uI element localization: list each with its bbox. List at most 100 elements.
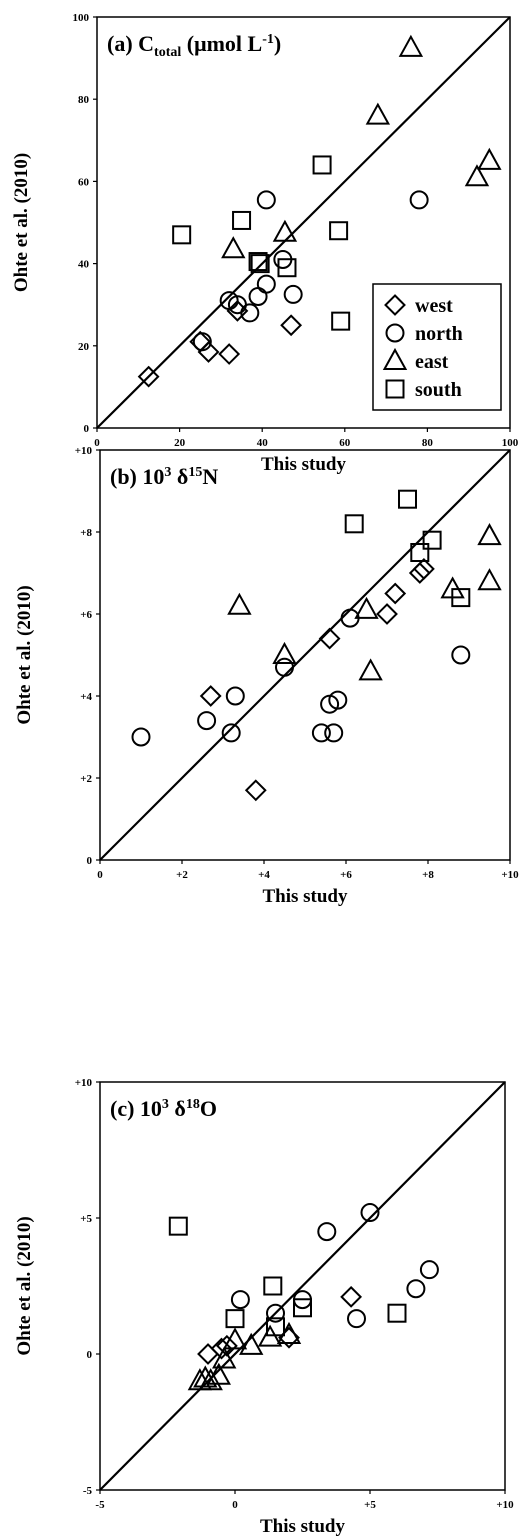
legend-marker-west bbox=[384, 294, 406, 316]
point-east bbox=[477, 568, 502, 591]
panel-3: -5 0 +5 +10 -5 0 +5 +10 This study Ohte et al. (2… bbox=[14, 1077, 514, 1537]
point-west bbox=[408, 562, 431, 584]
point-south bbox=[293, 1298, 312, 1318]
legend-marker-east bbox=[382, 347, 408, 370]
y-tick-label: 0 bbox=[84, 423, 90, 435]
x-tick-label: 0 bbox=[94, 437, 100, 449]
point-south bbox=[422, 530, 442, 550]
point-east bbox=[398, 34, 424, 57]
y-tick-label: 0 bbox=[87, 855, 93, 867]
point-north bbox=[451, 645, 471, 665]
point-west bbox=[210, 1337, 233, 1360]
y-tick-label: 80 bbox=[78, 94, 90, 106]
point-west bbox=[137, 365, 160, 388]
point-south bbox=[263, 1276, 283, 1296]
y-tick-label: +2 bbox=[80, 773, 92, 785]
x-tick-label: +4 bbox=[258, 869, 270, 881]
x-tick-label: +10 bbox=[496, 1499, 514, 1511]
y-tick-label: +5 bbox=[80, 1213, 92, 1225]
point-west bbox=[199, 685, 222, 707]
y-tick-label: 60 bbox=[78, 176, 90, 188]
x-tick-label: 40 bbox=[257, 437, 269, 449]
y-tick-label: 20 bbox=[78, 341, 90, 353]
point-south bbox=[331, 311, 351, 331]
point-east bbox=[222, 1327, 248, 1350]
point-east bbox=[272, 219, 298, 242]
series-north bbox=[192, 190, 429, 352]
point-east bbox=[221, 236, 246, 259]
legend-label-east: east bbox=[415, 351, 449, 373]
point-north bbox=[317, 1222, 337, 1242]
point-east bbox=[193, 1365, 218, 1388]
point-north bbox=[266, 1303, 285, 1323]
series-east bbox=[227, 523, 502, 681]
x-tick-label: +10 bbox=[501, 869, 519, 881]
one-to-one-line bbox=[99, 1081, 506, 1491]
point-north bbox=[347, 1309, 366, 1329]
point-north bbox=[406, 1279, 426, 1299]
plot-frame bbox=[96, 16, 511, 429]
point-east bbox=[477, 147, 502, 170]
x-axis-label: This study bbox=[260, 1516, 346, 1537]
point-east bbox=[227, 592, 252, 615]
point-north bbox=[248, 286, 268, 306]
point-north bbox=[197, 711, 217, 731]
point-west bbox=[318, 627, 341, 650]
panel-title: (b) 103 δ15N bbox=[110, 464, 218, 489]
point-south bbox=[312, 155, 332, 175]
y-tick-label: +8 bbox=[80, 527, 92, 539]
legend-label-north: north bbox=[415, 323, 463, 345]
point-south bbox=[410, 543, 430, 562]
legend: west north east south bbox=[372, 283, 502, 411]
series-west bbox=[137, 299, 303, 388]
point-west bbox=[218, 343, 241, 365]
panel-1: 0 20 40 60 80 100 0 20 40 60 80 100 This study Ohte e… bbox=[11, 12, 519, 475]
point-south bbox=[250, 254, 270, 274]
point-east bbox=[464, 164, 490, 187]
x-tick-label: -5 bbox=[95, 1499, 105, 1511]
x-tick-label: 60 bbox=[339, 437, 351, 449]
point-north bbox=[256, 274, 276, 294]
point-east bbox=[272, 641, 297, 664]
x-tick-label: 20 bbox=[174, 437, 186, 449]
panel-2: 0 +2 +4 +6 +8 +10 0 +2 +4 +6 +8 +10 This study Ohte e… bbox=[14, 445, 519, 907]
x-tick-label: 0 bbox=[232, 1499, 238, 1511]
y-tick-label: 100 bbox=[73, 12, 90, 24]
point-south bbox=[225, 1309, 245, 1329]
point-west bbox=[376, 603, 398, 625]
point-north bbox=[240, 303, 260, 323]
point-west bbox=[384, 582, 407, 605]
point-north bbox=[225, 686, 245, 706]
point-north bbox=[275, 657, 294, 677]
point-north bbox=[311, 723, 331, 743]
point-south bbox=[387, 1303, 407, 1323]
series-west bbox=[199, 557, 435, 802]
y-tick-label: -5 bbox=[83, 1485, 93, 1497]
x-tick-label: 100 bbox=[502, 437, 519, 449]
legend-box bbox=[372, 283, 502, 411]
panel-title: (c) 103 δ18O bbox=[110, 1096, 217, 1121]
x-tick-label: +2 bbox=[176, 869, 188, 881]
point-north bbox=[221, 723, 241, 743]
point-north bbox=[192, 332, 212, 352]
series-north bbox=[131, 608, 471, 747]
point-north bbox=[360, 1203, 380, 1223]
x-tick-label: 0 bbox=[97, 869, 103, 881]
series-north bbox=[230, 1203, 439, 1329]
point-south bbox=[232, 210, 252, 230]
point-south bbox=[398, 489, 417, 509]
point-north bbox=[131, 727, 151, 747]
point-west bbox=[412, 557, 435, 580]
point-south bbox=[344, 514, 364, 534]
point-east bbox=[212, 1346, 237, 1369]
point-east bbox=[354, 596, 379, 619]
series-east bbox=[221, 34, 502, 259]
point-north bbox=[256, 190, 276, 210]
legend-marker-north bbox=[385, 323, 405, 343]
plot-frame bbox=[99, 1081, 506, 1491]
y-tick-label: +10 bbox=[75, 445, 93, 457]
series-south bbox=[168, 1216, 407, 1337]
y-tick-label: +6 bbox=[80, 609, 92, 621]
point-north bbox=[328, 690, 348, 710]
